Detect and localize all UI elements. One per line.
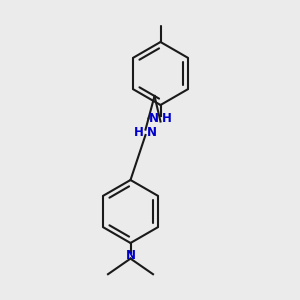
- Text: N: N: [147, 125, 157, 139]
- Text: N: N: [125, 249, 136, 262]
- Text: H: H: [162, 112, 172, 125]
- Text: N: N: [149, 112, 159, 125]
- Text: H: H: [134, 125, 144, 139]
